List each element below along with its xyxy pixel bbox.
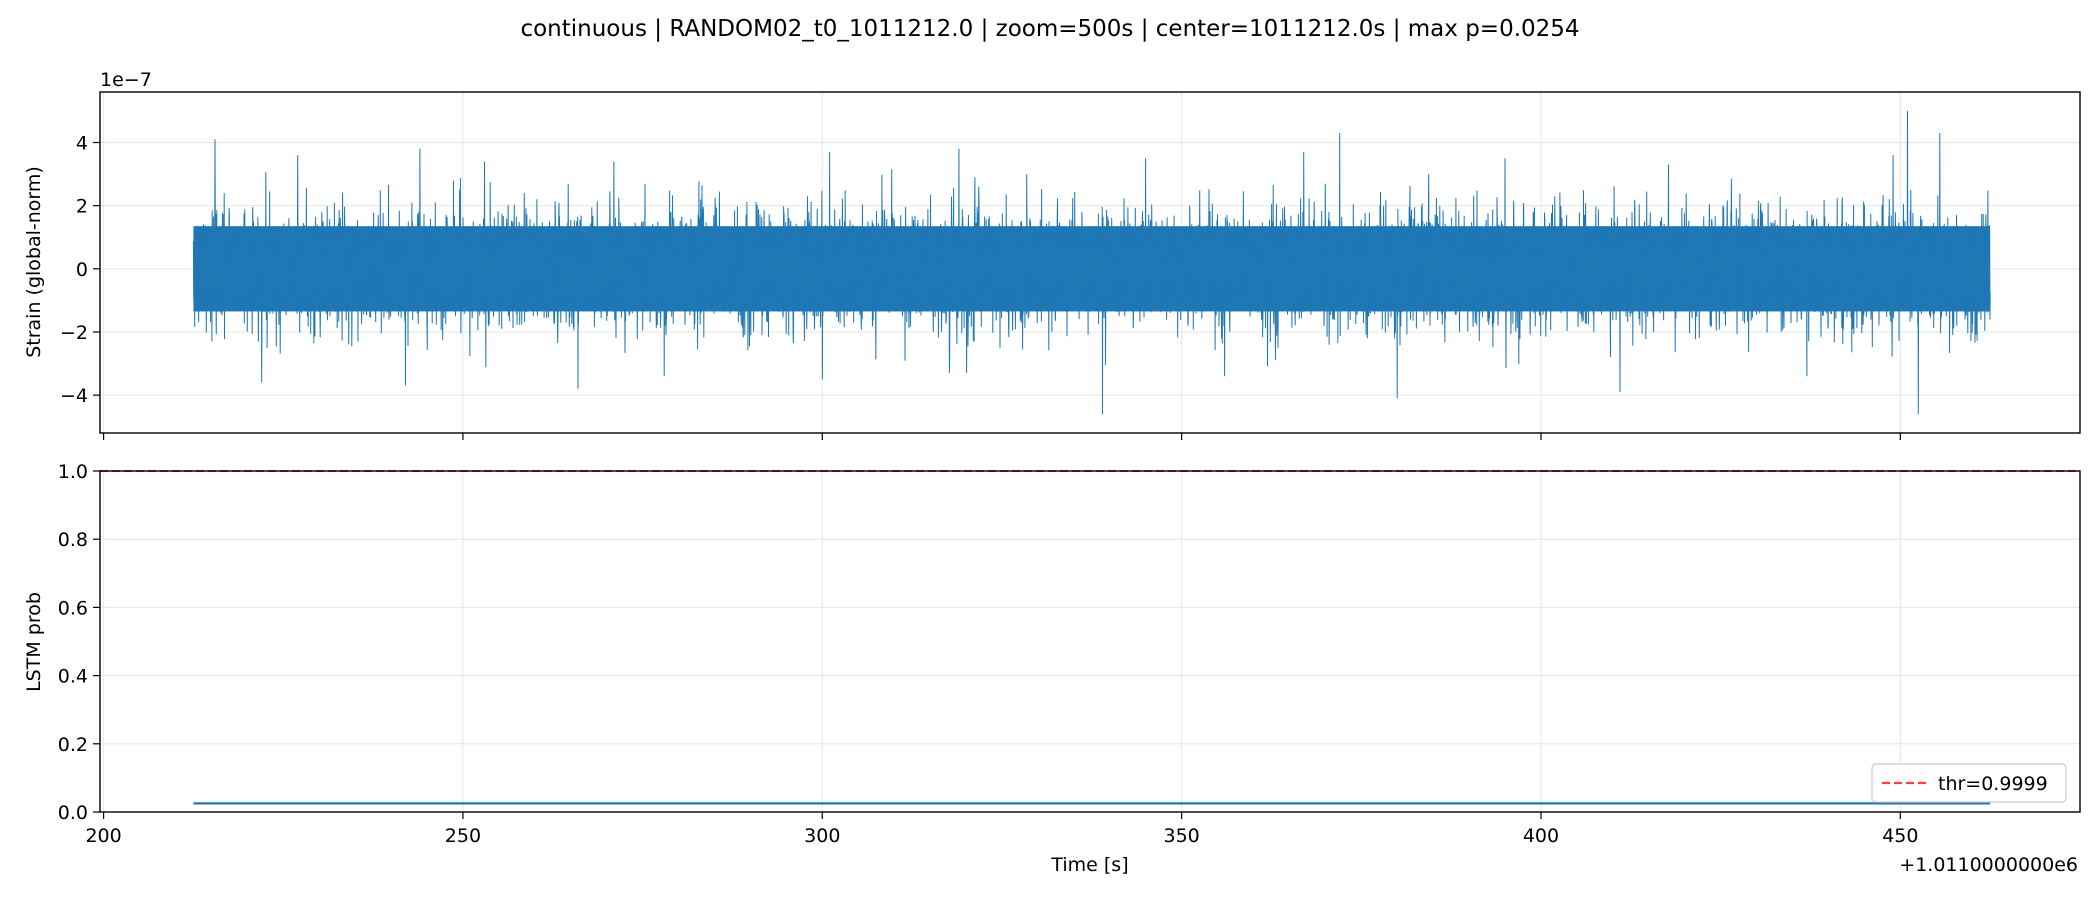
probability-y-tick-label-0: 0.0 [58,802,88,824]
probability-y-axis-label: LSTM prob [23,592,45,692]
probability-panel: 0.0 0.2 0.4 0.6 0.8 1.0 200 250 300 350 400 450 LS… [23,461,2081,876]
probability-axes-frame [99,470,2081,813]
strain-panel: −4 −2 0 2 4 1e−7 Strain (global-norm) [23,69,2081,440]
strain-x-ticks [102,433,1901,440]
strain-axes-frame [99,91,2081,434]
x-tick-label-4: 400 [1523,825,1559,847]
x-tick-label-3: 350 [1164,825,1200,847]
probability-y-tick-label-1: 0.2 [58,734,88,756]
strain-y-tick-label-3: 2 [76,196,88,218]
probability-grid [100,470,2080,813]
x-tick-label-0: 200 [85,825,121,847]
strain-trace [192,110,1991,415]
strain-y-tick-label-0: −4 [60,385,88,407]
legend: thr=0.9999 [1871,763,2067,803]
probability-x-ticks: 200 250 300 350 400 450 [85,812,1918,847]
x-tick-label-1: 250 [445,825,481,847]
strain-y-tick-label-4: 4 [76,133,88,155]
strain-y-axis-label: Strain (global-norm) [23,166,45,358]
probability-y-ticks: 0.0 0.2 0.4 0.6 0.8 1.0 [58,461,100,824]
probability-y-tick-label-2: 0.4 [58,666,88,688]
legend-box [1871,763,2067,803]
probability-y-tick-label-4: 0.8 [58,529,88,551]
x-tick-label-2: 300 [804,825,840,847]
strain-series [192,110,1991,415]
strain-y-tick-label-1: −2 [60,322,88,344]
probability-y-tick-label-3: 0.6 [58,597,88,619]
legend-threshold-label: thr=0.9999 [1938,773,2048,795]
strain-y-tick-label-2: 0 [76,259,88,281]
x-axis-label: Time [s] [1050,854,1128,876]
strain-y-multiplier: 1e−7 [100,69,152,91]
probability-y-tick-label-5: 1.0 [58,461,88,483]
probability-series [100,470,2080,805]
strain-y-ticks: −4 −2 0 2 4 [60,133,100,407]
figure-title: continuous | RANDOM02_t0_1011212.0 | zoo… [520,16,1579,42]
x-offset-label: +1.0110000000e6 [1899,854,2078,876]
x-tick-label-5: 450 [1882,825,1918,847]
